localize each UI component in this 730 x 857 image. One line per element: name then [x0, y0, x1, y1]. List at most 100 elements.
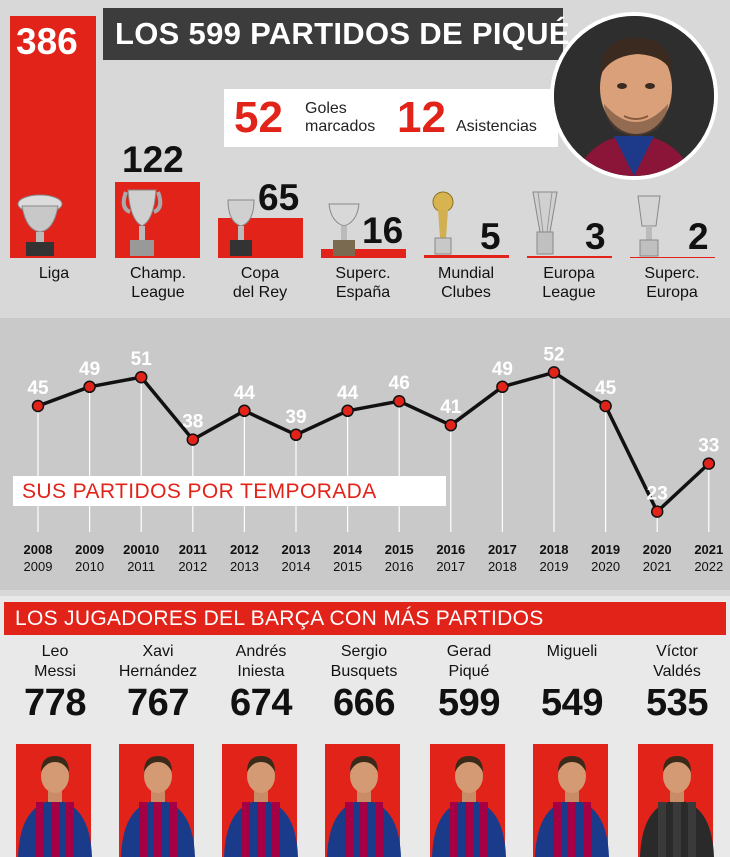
player-xavi: Xavi Hernández 767	[106, 642, 210, 724]
xavi-photo	[119, 744, 195, 857]
data-point-5	[289, 428, 303, 442]
tick-label-bottom-1: 2010	[75, 559, 104, 574]
data-point-0	[31, 399, 45, 413]
label-europa-league-1: Europa	[543, 265, 595, 282]
player-name: Andrés Iniesta	[209, 642, 313, 682]
label-mundial: Mundial Clubes	[411, 264, 521, 302]
goals-label-1: Goles	[305, 100, 347, 117]
value-mundial: 5	[480, 216, 501, 257]
players-title: LOS JUGADORES DEL BARÇA CON MÁS PARTIDOS	[15, 607, 544, 630]
tick-label-top-6: 2014	[333, 542, 363, 557]
tick-label-bottom-2: 2011	[127, 559, 155, 574]
tick-label-bottom-13: 2022	[694, 559, 723, 574]
player-first-name: Gerad	[446, 643, 492, 660]
data-point-1	[83, 380, 96, 394]
data-label-2: 51	[131, 349, 153, 370]
europa-league-trophy-icon	[532, 191, 558, 255]
player-matches: 599	[438, 682, 500, 724]
data-label-4: 44	[234, 383, 256, 404]
busquets-photo	[325, 744, 401, 857]
value-copa: 65	[258, 177, 300, 218]
data-label-12: 23	[647, 484, 668, 505]
label-champions: Champ. League	[103, 264, 213, 302]
title-bar	[103, 8, 563, 60]
tick-label-bottom-12: 2021	[643, 559, 672, 574]
data-point-2	[134, 370, 148, 384]
player-last-name: Valdés	[653, 663, 701, 680]
tick-label-top-11: 2019	[591, 542, 620, 557]
liga-trophy-icon	[17, 194, 63, 256]
tick-label-bottom-9: 2018	[488, 559, 517, 574]
data-point-12	[650, 505, 664, 518]
player-name: Xavi Hernández	[106, 642, 210, 682]
series-line	[37, 370, 710, 514]
player-last-name: Busquets	[330, 663, 398, 680]
data-label-0: 45	[27, 378, 49, 399]
goals-value: 52	[234, 93, 283, 142]
data-label-11: 45	[595, 378, 617, 399]
tick-label-top-9: 2017	[488, 542, 517, 557]
label-copa-2: del Rey	[232, 284, 288, 301]
data-label-9: 49	[492, 359, 513, 380]
data-label-1: 49	[79, 359, 100, 380]
player-matches: 666	[333, 682, 395, 724]
player-name: Leo Messi	[3, 642, 107, 682]
bar-supercopa-europa	[630, 257, 715, 258]
value-europa-league: 3	[585, 216, 606, 257]
value-liga: 386	[16, 21, 78, 62]
player-name: Sergio Busquets	[312, 642, 416, 682]
label-mundial-2: Clubes	[441, 284, 491, 301]
tick-label-top-13: 2021	[694, 542, 723, 557]
player-first-name: Andrés	[235, 643, 287, 660]
tick-label-top-7: 2015	[385, 542, 414, 557]
season-chart-section: 45 2008 2009 49 2009 2010 51 20010 2011 38 2011 201…	[0, 318, 730, 590]
player-figure	[121, 756, 195, 857]
stats-box	[224, 89, 558, 147]
player-matches: 778	[24, 682, 86, 724]
player-last-name: Iniesta	[237, 663, 285, 680]
player-valdes: Víctor Valdés 535	[625, 642, 729, 724]
label-copa-1: Copa	[240, 265, 280, 282]
player-name: Migueli	[520, 642, 624, 682]
data-point-4	[238, 404, 251, 418]
bar-mundial	[424, 255, 509, 258]
player-last-name: Hernández	[118, 663, 198, 680]
value-champions: 122	[122, 139, 184, 180]
data-label-5: 39	[285, 407, 306, 428]
bar-supercopa-espana	[321, 249, 406, 258]
player-matches: 549	[541, 682, 603, 724]
tick-label-bottom-8: 2017	[436, 559, 465, 574]
tick-label-bottom-4: 2013	[230, 559, 259, 574]
label-copa: Copa del Rey	[205, 264, 315, 302]
data-point-8	[444, 418, 458, 432]
player-last-name: Migueli	[546, 643, 598, 660]
data-point-10	[547, 366, 561, 379]
player-figure	[432, 756, 506, 857]
player-figure	[327, 756, 401, 857]
pique-photo	[430, 744, 506, 857]
iniesta-photo	[222, 744, 298, 857]
player-messi: Leo Messi 778	[3, 642, 107, 724]
label-supercopa-europa-1: Superc.	[644, 265, 700, 282]
player-migueli: Migueli 549	[520, 642, 624, 724]
player-figure	[535, 756, 609, 857]
label-supercopa-europa-2: Europa	[646, 284, 698, 301]
data-label-13: 33	[698, 436, 719, 457]
label-liga-1: Liga	[38, 265, 70, 282]
label-europa-league-2: League	[542, 284, 596, 301]
data-point-11	[599, 399, 612, 413]
mundial-trophy-icon	[432, 191, 454, 255]
player-first-name: Víctor	[656, 643, 698, 660]
tick-label-bottom-7: 2016	[385, 559, 414, 574]
tick-label-top-0: 2008	[24, 542, 53, 557]
players-title-bar	[4, 602, 726, 635]
tick-label-top-1: 2009	[75, 542, 104, 557]
data-label-8: 41	[440, 397, 462, 418]
assists-value: 12	[397, 93, 446, 142]
valdes-photo	[638, 744, 714, 857]
player-matches: 767	[127, 682, 189, 724]
player-first-name: Leo	[41, 643, 69, 660]
data-point-6	[341, 404, 354, 418]
chart-title: SUS PARTIDOS POR TEMPORADA	[22, 480, 377, 503]
